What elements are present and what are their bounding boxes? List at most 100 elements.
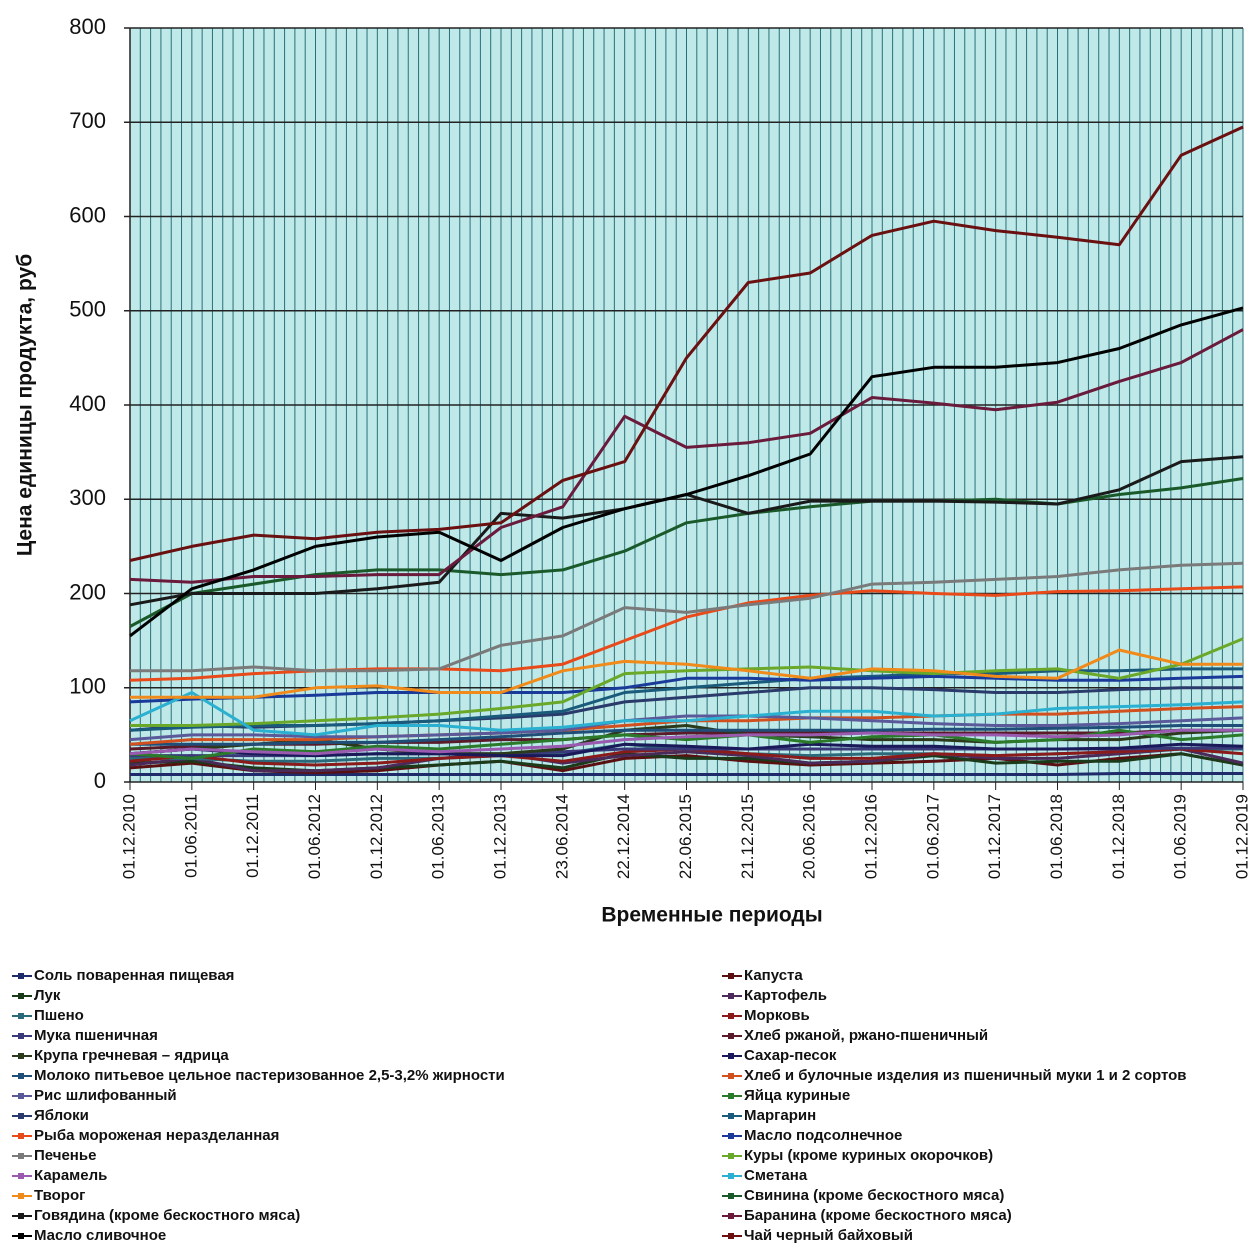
legend-marker — [18, 1053, 24, 1059]
legend-marker — [18, 1113, 24, 1119]
legend-label: Сметана — [744, 1167, 808, 1184]
series-line — [129, 728, 1243, 751]
x-tick-label: 22.06.2015 — [676, 794, 695, 879]
legend-marker — [728, 1133, 734, 1139]
legend-marker — [728, 1213, 734, 1219]
legend-label: Лук — [34, 987, 61, 1004]
legend-label: Картофель — [744, 987, 827, 1004]
legend-marker — [728, 1013, 734, 1019]
legend-label: Пшено — [34, 1007, 84, 1024]
legend-marker — [18, 1213, 24, 1219]
y-tick-label: 300 — [69, 485, 106, 510]
legend-marker — [18, 1093, 24, 1099]
legend-marker — [18, 1073, 24, 1079]
y-tick-label: 400 — [69, 391, 106, 416]
legend-marker — [728, 1033, 734, 1039]
legend-label: Капуста — [744, 967, 803, 984]
x-tick-label: 01.12.2016 — [861, 794, 880, 879]
legend-label: Хлеб и булочные изделия из пшеничный мук… — [744, 1067, 1186, 1084]
legend-label: Хлеб ржаной, ржано-пшеничный — [744, 1027, 988, 1044]
legend-marker — [728, 1073, 734, 1079]
legend-marker — [18, 1173, 24, 1179]
series-line — [129, 691, 1244, 737]
series-line — [130, 772, 1243, 776]
legend-label: Рис шлифованный — [34, 1087, 177, 1104]
legend-marker — [18, 993, 24, 999]
legend-label: Творог — [34, 1187, 85, 1204]
legend-marker — [728, 993, 734, 999]
legend-label: Свинина (кроме бескостного мяса) — [744, 1187, 1004, 1204]
series-line — [130, 648, 1243, 699]
x-tick-label: 01.12.2012 — [367, 794, 386, 879]
series-line — [129, 728, 1244, 760]
legend-label: Яблоки — [34, 1107, 89, 1124]
legend-marker — [728, 1173, 734, 1179]
legend-label: Масло сливочное — [34, 1227, 166, 1244]
legend-marker — [18, 1133, 24, 1139]
series-line — [130, 561, 1244, 673]
x-tick-label: 01.06.2011 — [181, 794, 200, 878]
legend-marker — [728, 1053, 734, 1059]
y-tick-label: 600 — [69, 202, 106, 227]
x-tick-label: 01.12.2013 — [490, 794, 509, 879]
legend-marker — [728, 1153, 734, 1159]
x-tick-label: 01.06.2012 — [305, 794, 324, 879]
legend-marker — [728, 1113, 734, 1119]
x-tick-label: 01.12.2018 — [1109, 794, 1128, 879]
legend-label: Молоко питьевое цельное пастеризованное … — [34, 1067, 505, 1084]
y-tick-label: 0 — [94, 768, 106, 793]
legend-label: Морковь — [744, 1007, 810, 1024]
legend-label: Рыба мороженая неразделанная — [34, 1127, 279, 1144]
x-tick-label: 01.06.2013 — [429, 794, 448, 879]
y-tick-label: 100 — [69, 674, 106, 699]
legend-marker — [728, 1193, 734, 1199]
legend-label: Куры (кроме куриных окорочков) — [744, 1147, 993, 1164]
x-tick-label: 01.12.2011 — [243, 794, 262, 878]
series-line — [129, 742, 1244, 758]
x-tick-label: 01.06.2019 — [1171, 794, 1190, 879]
x-tick-label: 21.12.2015 — [738, 794, 757, 879]
legend-marker — [18, 1153, 24, 1159]
legend-label: Масло подсолнечное — [744, 1127, 902, 1144]
legend-label: Сахар-песок — [744, 1047, 837, 1064]
legend-label: Мука пшеничная — [34, 1027, 158, 1044]
legend-label: Крупа гречневая – ядрица — [34, 1047, 229, 1064]
legend-label: Печенье — [34, 1147, 96, 1164]
series-line — [129, 306, 1244, 638]
x-tick-label: 23.06.2014 — [552, 794, 571, 879]
legend-label: Карамель — [34, 1167, 107, 1184]
legend-label: Чай черный байховый — [744, 1227, 913, 1244]
x-tick-label: 01.06.2017 — [923, 794, 942, 879]
x-tick-label: 20.06.2016 — [800, 794, 819, 879]
x-tick-label: 01.12.2010 — [119, 794, 138, 879]
x-axis-title: Временные периоды — [601, 904, 822, 927]
x-tick-label: 01.12.2017 — [985, 794, 1004, 879]
series-line — [130, 637, 1244, 727]
y-tick-label: 700 — [69, 108, 106, 133]
legend-marker — [18, 1033, 24, 1039]
legend-label: Соль поваренная пищевая — [34, 967, 234, 984]
legend-marker — [728, 1093, 734, 1099]
series-line — [129, 714, 1244, 742]
y-axis-title: Цена единицы продукта, руб — [14, 254, 37, 556]
series-line — [129, 125, 1244, 562]
legend-label: Говядина (кроме бескостного мяса) — [34, 1207, 300, 1224]
legend-marker — [18, 1193, 24, 1199]
x-tick-label: 22.12.2014 — [614, 794, 633, 879]
series-line — [130, 724, 1243, 746]
legend-label: Яйца куриные — [744, 1087, 850, 1104]
y-tick-label: 500 — [69, 297, 106, 322]
y-tick-label: 200 — [69, 579, 106, 604]
legend-label: Маргарин — [744, 1107, 816, 1124]
y-tick-label: 800 — [69, 14, 106, 39]
series-line — [129, 674, 1244, 704]
series-line — [129, 667, 1243, 732]
series-line — [129, 747, 1244, 773]
series-line — [129, 328, 1244, 584]
legend-marker — [728, 973, 734, 979]
legend-marker — [18, 1233, 24, 1239]
legend-marker — [18, 1013, 24, 1019]
series-line — [129, 752, 1244, 775]
legend-label: Баранина (кроме бескостного мяса) — [744, 1207, 1012, 1224]
